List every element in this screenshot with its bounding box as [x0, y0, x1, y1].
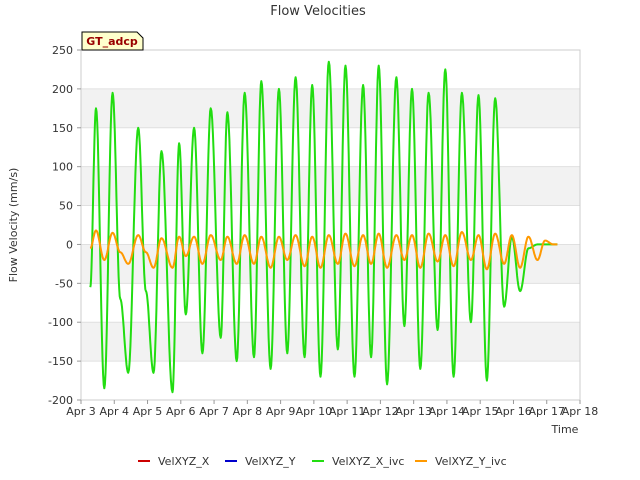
x-tick-label: Apr 8 — [233, 405, 263, 418]
x-tick-label: Apr 13 — [395, 405, 432, 418]
x-tick-label: Apr 18 — [562, 405, 599, 418]
y-tick-label: 150 — [52, 122, 73, 135]
legend-label-VelXYZ_Y_ivc: VelXYZ_Y_ivc — [435, 455, 507, 468]
series-line-VelXYZ_Y_ivc — [89, 229, 559, 271]
x-tick-label: Apr 15 — [462, 405, 499, 418]
chart-title: Flow Velocities — [270, 4, 366, 19]
x-tick-label: Apr 4 — [100, 405, 130, 418]
y-tick-label: 200 — [52, 83, 73, 96]
y-axis-label: Flow Velocity (mm/s) — [7, 168, 20, 283]
site-tag-box — [81, 31, 144, 51]
x-tick-label: Apr 16 — [495, 405, 532, 418]
x-axis: Apr 3 Apr 4 Apr 5 Apr 6 Apr 7 Apr 8 Apr 9 Apr 1… — [66, 400, 598, 418]
x-tick-label: Apr 9 — [266, 405, 296, 418]
x-tick-label: Apr 6 — [166, 405, 196, 418]
legend-label-VelXYZ_X: VelXYZ_X — [158, 455, 210, 468]
x-tick-label: Apr 11 — [329, 405, 366, 418]
legend-label-VelXYZ_Y: VelXYZ_Y — [245, 455, 296, 468]
site-tag-label: GT_adcp — [86, 35, 138, 48]
series-line-VelXYZ_X_ivc — [89, 60, 559, 394]
y-tick-label: 100 — [52, 161, 73, 174]
series-layer — [89, 60, 559, 394]
y-tick-label: 50 — [59, 200, 73, 213]
legend-label-VelXYZ_X_ivc: VelXYZ_X_ivc — [332, 455, 404, 468]
plot-band — [81, 244, 580, 284]
x-tick-label: Apr 3 — [66, 405, 96, 418]
x-tick-label: Apr 10 — [296, 405, 333, 418]
x-tick-label: Apr 12 — [362, 405, 399, 418]
site-tag: GT_adcp — [81, 31, 144, 51]
plot-band — [81, 322, 580, 362]
y-tick-label: -200 — [48, 394, 73, 407]
legend: VelXYZ_X VelXYZ_Y VelXYZ_X_ivc VelXYZ_Y_ivc — [138, 455, 507, 468]
y-tick-label: 250 — [52, 44, 73, 57]
y-tick-label: -150 — [48, 355, 73, 368]
y-tick-label: -100 — [48, 316, 73, 329]
x-tick-label: Apr 14 — [429, 405, 466, 418]
x-tick-label: Apr 5 — [133, 405, 163, 418]
y-tick-label: 0 — [66, 238, 73, 251]
x-tick-label: Apr 7 — [199, 405, 229, 418]
plot-band — [81, 283, 580, 323]
y-tick-label: -50 — [55, 277, 73, 290]
plot-frame — [80, 49, 581, 401]
plot-band — [81, 127, 580, 167]
x-tick-label: Apr 17 — [528, 405, 565, 418]
plot-band — [81, 361, 580, 400]
x-axis-label: Time — [551, 423, 579, 436]
plot-band — [81, 166, 580, 206]
y-axis: -200 -150 -100 -50 0 50 100 150 200 250 — [48, 44, 81, 407]
